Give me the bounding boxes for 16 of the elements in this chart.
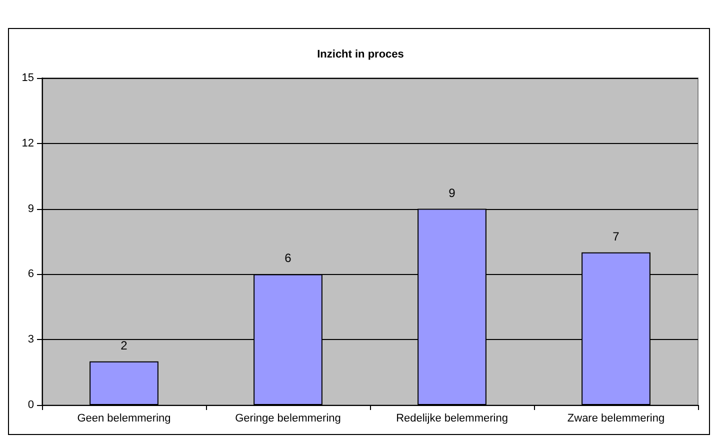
x-tick-label: Redelijke belemmering [396,412,508,424]
chart-title: Inzicht in proces [317,48,404,60]
y-tick-label: 15 [22,72,34,84]
y-tick-label: 6 [28,268,34,280]
data-label: 2 [120,338,128,352]
data-label: 7 [612,229,620,244]
x-tick-label: Zware belemmering [567,412,665,424]
y-tick-label: 9 [28,202,34,215]
y-tick-label: 12 [22,137,34,150]
bar [90,361,158,405]
x-tick-label: Geringe belemmering [235,412,341,424]
x-tick-label: Geen belemmering [77,412,171,424]
y-tick-label: 3 [28,334,34,346]
data-label: 9 [448,186,456,200]
data-label: 6 [284,251,292,266]
y-tick-label: 0 [28,399,34,411]
